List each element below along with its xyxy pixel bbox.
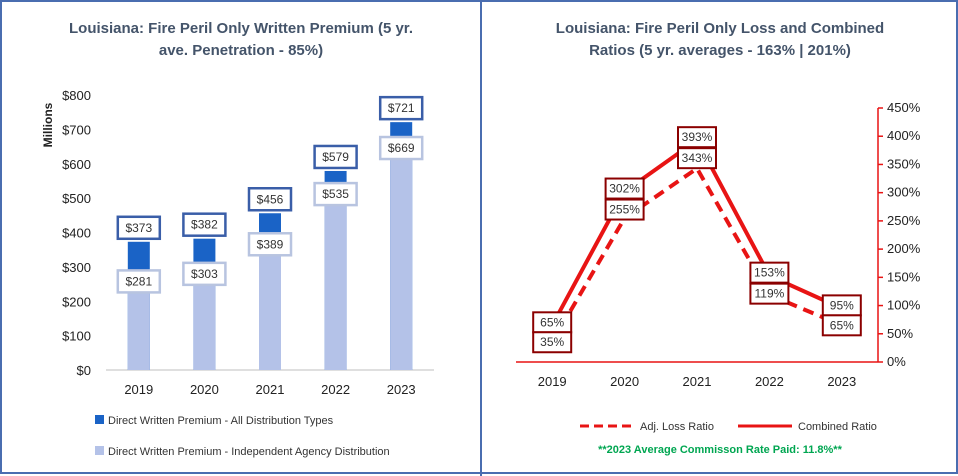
data-label-loss-ratio-box [821,314,862,337]
data-label-loss-ratio: 119% [754,287,784,301]
data-label-combined-ratio: 393% [682,130,713,144]
x-tick-label: 2020 [190,382,219,397]
premium-title-line-1: Louisiana: Fire Peril Only Written Premi… [69,20,413,37]
ratio-title-line-1: Louisiana: Fire Peril Only Loss and Comb… [555,20,885,37]
loss-ratio-line [550,166,843,344]
data-label-all-distribution-box [116,215,162,241]
data-label-independent-agency: $281 [125,274,152,288]
y2-tick-label: 50% [887,326,913,341]
data-label-combined-ratio: 302% [609,182,640,196]
x-tick-label: 2019 [538,374,567,389]
legend-label-independent-agency: Direct Written Premium - Independent Age… [108,446,390,458]
data-label-all-distribution: $456 [257,192,284,206]
panel-divider [480,2,482,476]
y-tick-label: $300 [62,260,91,275]
y-tick-label: $400 [62,226,91,241]
x-tick-label: 2020 [610,374,639,389]
bar-independent-agency [259,236,281,370]
data-label-loss-ratio: 35% [540,335,564,349]
y2-tick-label: 300% [887,185,921,200]
data-label-loss-ratio-box [604,198,645,221]
data-label-loss-ratio-box [677,147,717,170]
data-label-all-distribution: $382 [191,218,218,232]
bar-independent-agency [193,265,216,370]
data-label-all-distribution: $721 [388,101,415,115]
bar-independent-agency [127,273,150,370]
x-tick-label: 2023 [827,374,856,389]
legend-label-combined-ratio: Combined Ratio [798,421,877,433]
data-label-loss-ratio: 65% [830,318,854,332]
x-tick-label: 2022 [321,382,350,397]
data-label-loss-ratio: 255% [609,203,640,217]
x-tick-label: 2021 [256,382,285,397]
bar-independent-agency [390,140,413,370]
data-label-combined-ratio: 95% [830,298,854,312]
legend-label-all-distribution: Direct Written Premium - All Distributio… [108,415,334,427]
x-tick-label: 2022 [755,374,784,389]
y2-tick-label: 0% [887,354,906,369]
y-tick-label: $700 [62,122,91,137]
y2-tick-label: 200% [887,241,921,256]
data-label-loss-ratio-box [749,282,790,305]
data-label-independent-agency-box [313,181,358,207]
premium-bar-chart: Millions $0 $100 $200 $300 $400 $500 $600 $700 $8… [41,88,434,458]
data-label-combined-ratio: 153% [754,266,785,280]
ratio-title-line-2: Ratios (5 yr. averages - 163% | 201%) [589,42,851,59]
y2-tick-label: 150% [887,269,921,284]
data-label-independent-agency-box [182,261,227,287]
data-label-independent-agency-box [247,232,293,257]
y-tick-label: $500 [62,191,91,206]
data-label-all-distribution-box [247,187,293,212]
premium-title-line-2: ave. Penetration - 85%) [158,42,324,59]
x-tick-label: 2019 [124,382,153,397]
legend-swatch-all-distribution [95,415,104,424]
y-tick-label: $600 [62,157,91,172]
data-label-loss-ratio: 343% [682,151,713,165]
x-tick-label: 2021 [683,374,712,389]
y2-tick-label: 100% [887,298,921,313]
premium-chart-title: Louisiana: Fire Peril Only Written Premi… [22,18,460,62]
data-label-all-distribution: $373 [125,221,152,235]
y-axis-title: Millions [41,102,55,147]
data-label-independent-agency: $535 [322,187,349,201]
data-label-independent-agency: $669 [388,141,415,155]
data-label-all-distribution-box [378,95,424,121]
data-label-all-distribution: $579 [322,150,349,164]
y2-tick-label: 400% [887,128,921,143]
y-tick-label: $200 [62,294,91,309]
y2-tick-label: 250% [887,213,921,228]
ratio-chart-panel: Louisiana: Fire Peril Only Loss and Comb… [482,2,958,476]
legend-swatch-independent-agency [95,446,104,455]
data-label-combined-ratio: 65% [540,315,564,329]
data-label-loss-ratio-box [532,331,573,354]
premium-chart-panel: Louisiana: Fire Peril Only Written Premi… [2,2,480,476]
y-tick-label: $800 [62,88,91,103]
data-label-independent-agency: $303 [191,267,218,281]
y2-tick-label: 450% [887,100,921,115]
y2-tick-label: 350% [887,156,921,171]
commission-note: **2023 Average Commisson Rate Paid: 11.8… [598,444,842,456]
y-tick-label: $100 [62,329,91,344]
ratio-chart-title: Louisiana: Fire Peril Only Loss and Comb… [502,18,938,62]
data-label-all-distribution-box [182,212,227,237]
bar-independent-agency [324,186,347,370]
data-label-independent-agency-box [378,135,424,161]
y-tick-label: $0 [77,363,91,378]
data-label-independent-agency: $389 [257,237,284,251]
data-label-all-distribution-box [313,144,358,170]
legend-label-loss-ratio: Adj. Loss Ratio [640,421,714,433]
ratio-line-chart: 0% 50% 100% 150% 200% 250% 300% 350% 400% 450% 201… [516,100,921,433]
data-label-independent-agency-box [116,269,162,294]
x-tick-label: 2023 [387,382,416,397]
